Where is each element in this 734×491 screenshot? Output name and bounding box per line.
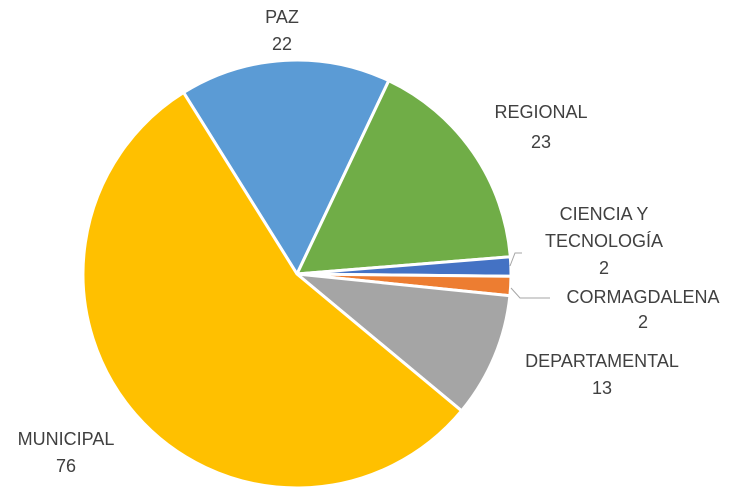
slice-label: MUNICIPAL (17, 429, 115, 449)
slice-value: 23 (530, 132, 552, 152)
leader-line (510, 287, 550, 299)
slice-value: 13 (591, 378, 613, 398)
slice-label: PAZ (265, 7, 299, 27)
pie-slice (294, 78, 512, 276)
pie-slice (181, 58, 391, 278)
slice-value: 76 (55, 456, 77, 476)
pie-slice (81, 90, 464, 490)
slice-value: 2 (637, 312, 648, 332)
leader-line (509, 252, 522, 267)
slice-label: REGIONAL (494, 102, 588, 122)
slice-label: DEPARTAMENTAL (525, 351, 679, 371)
slice-label: CORMAGDALENA (566, 287, 720, 307)
slice-value: 22 (271, 34, 293, 54)
pie-slice (292, 272, 512, 413)
slice-label: CIENCIA Y TECNOLOGÍA (544, 204, 664, 251)
slice-value: 2 (598, 258, 609, 278)
